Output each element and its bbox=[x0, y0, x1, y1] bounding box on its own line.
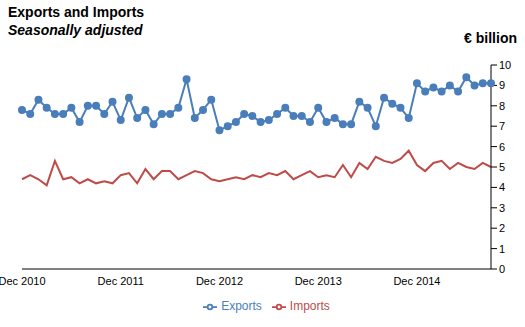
html-text:Seasonally adjusted: Seasonally adjusted bbox=[8, 22, 143, 38]
svg-text:2: 2 bbox=[499, 222, 505, 234]
svg-text:Dec 2012: Dec 2012 bbox=[196, 275, 243, 287]
svg-text:Dec 2010: Dec 2010 bbox=[8, 275, 46, 287]
svg-text:4: 4 bbox=[499, 181, 505, 193]
svg-text:6: 6 bbox=[499, 141, 505, 153]
svg-text:Dec 2013: Dec 2013 bbox=[295, 275, 342, 287]
html-text:Exports and Imports: Exports and Imports bbox=[8, 4, 145, 20]
svg-text:8: 8 bbox=[499, 100, 505, 112]
svg-text:1: 1 bbox=[499, 243, 505, 255]
svg-text:3: 3 bbox=[499, 202, 505, 214]
svg-text:7: 7 bbox=[499, 120, 505, 132]
svg-text:Dec 2014: Dec 2014 bbox=[393, 275, 440, 287]
svg-text:5: 5 bbox=[499, 161, 505, 173]
svg-text:10: 10 bbox=[499, 59, 511, 71]
html-text:€ billion: € billion bbox=[464, 30, 517, 46]
svg-text:9: 9 bbox=[499, 79, 505, 91]
svg-text:Dec 2011: Dec 2011 bbox=[98, 275, 144, 287]
svg-text:0: 0 bbox=[499, 263, 505, 275]
html-text:Imports: Imports bbox=[289, 299, 330, 313]
html-text:Exports: Exports bbox=[221, 299, 262, 313]
